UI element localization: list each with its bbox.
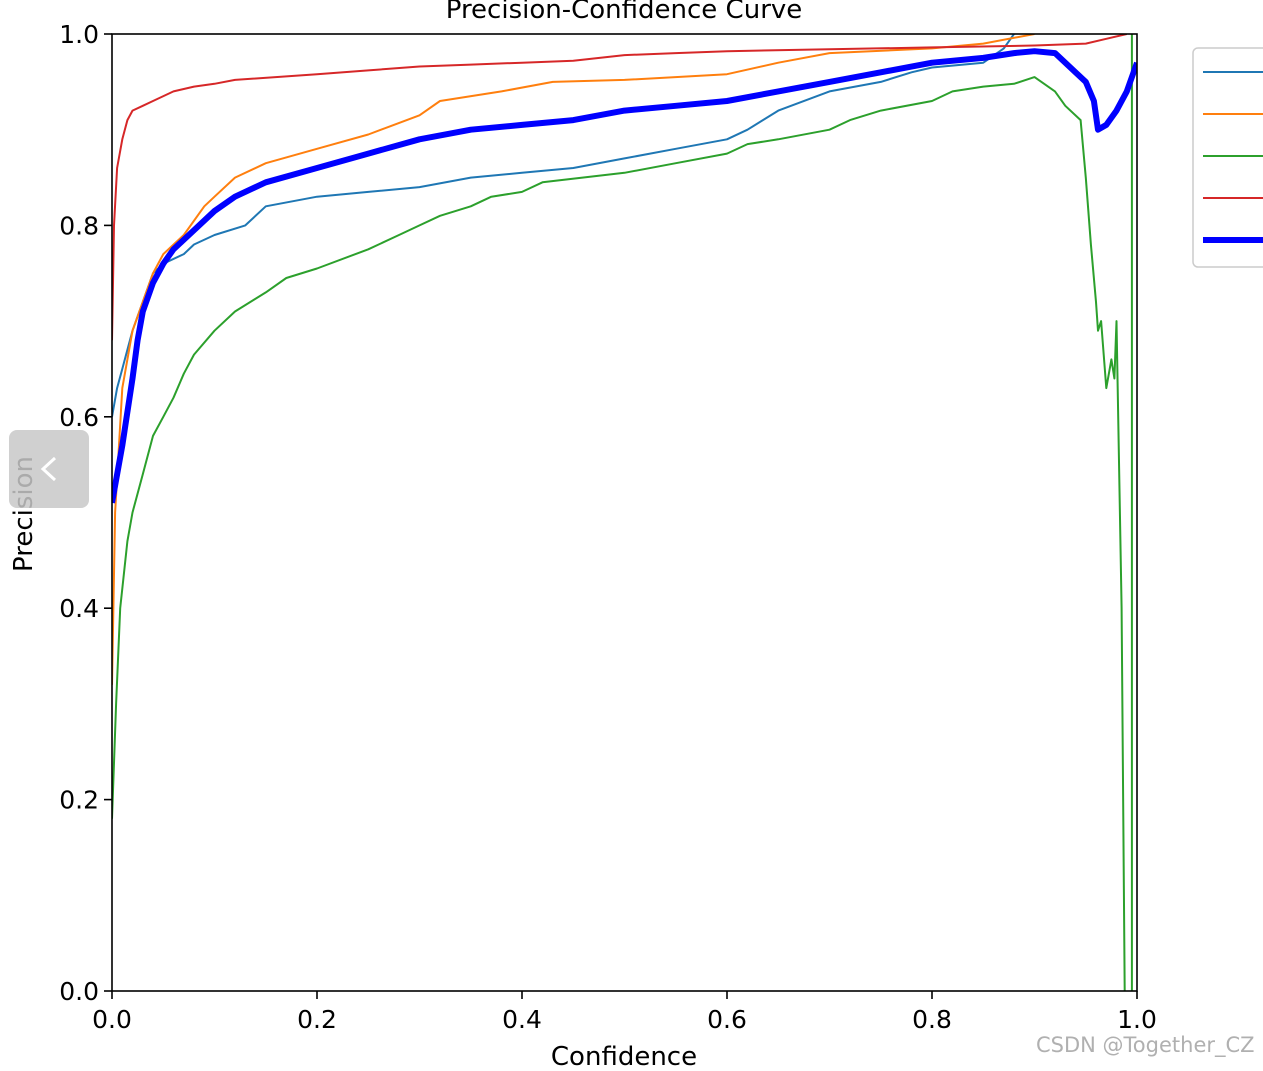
- series-line-1: [112, 34, 1015, 417]
- plot-frame: [111, 33, 1138, 992]
- y-tick-label: 0.2: [59, 786, 99, 815]
- chart-title: Precision-Confidence Curve: [446, 0, 803, 25]
- axes: 0.0 0.2 0.4 0.6 0.8 1.0 0.0 0.2 0.4 0.6 0.8 1.0: [59, 20, 1157, 1034]
- y-tick-label: 0.0: [59, 977, 99, 1006]
- y-tick-label: 0.4: [59, 594, 99, 623]
- plot-marks: [112, 34, 1137, 991]
- x-tick-label: 0.4: [502, 1005, 542, 1034]
- x-axis-label: Confidence: [551, 1042, 697, 1067]
- y-tick-label: 1.0: [59, 20, 99, 49]
- y-tick-label: 0.8: [59, 211, 99, 240]
- series-line-3: [112, 76, 1126, 991]
- x-tick-label: 1.0: [1117, 1005, 1157, 1034]
- x-tick-label: 0.2: [297, 1005, 337, 1034]
- x-tick-label: 0.0: [92, 1005, 132, 1034]
- legend: [1192, 47, 1263, 268]
- legend-box: [1192, 47, 1263, 268]
- y-tick-label: 0.6: [59, 403, 99, 432]
- watermark: CSDN @Together_CZ: [1036, 1033, 1255, 1057]
- previous-button[interactable]: [9, 430, 89, 508]
- series-line-2: [112, 34, 1035, 685]
- chevron-left-icon: [40, 456, 57, 482]
- series-line-5: [112, 34, 1128, 341]
- x-tick-label: 0.6: [707, 1005, 747, 1034]
- series-line-6: [112, 48, 1137, 504]
- x-tick-label: 0.8: [912, 1005, 952, 1034]
